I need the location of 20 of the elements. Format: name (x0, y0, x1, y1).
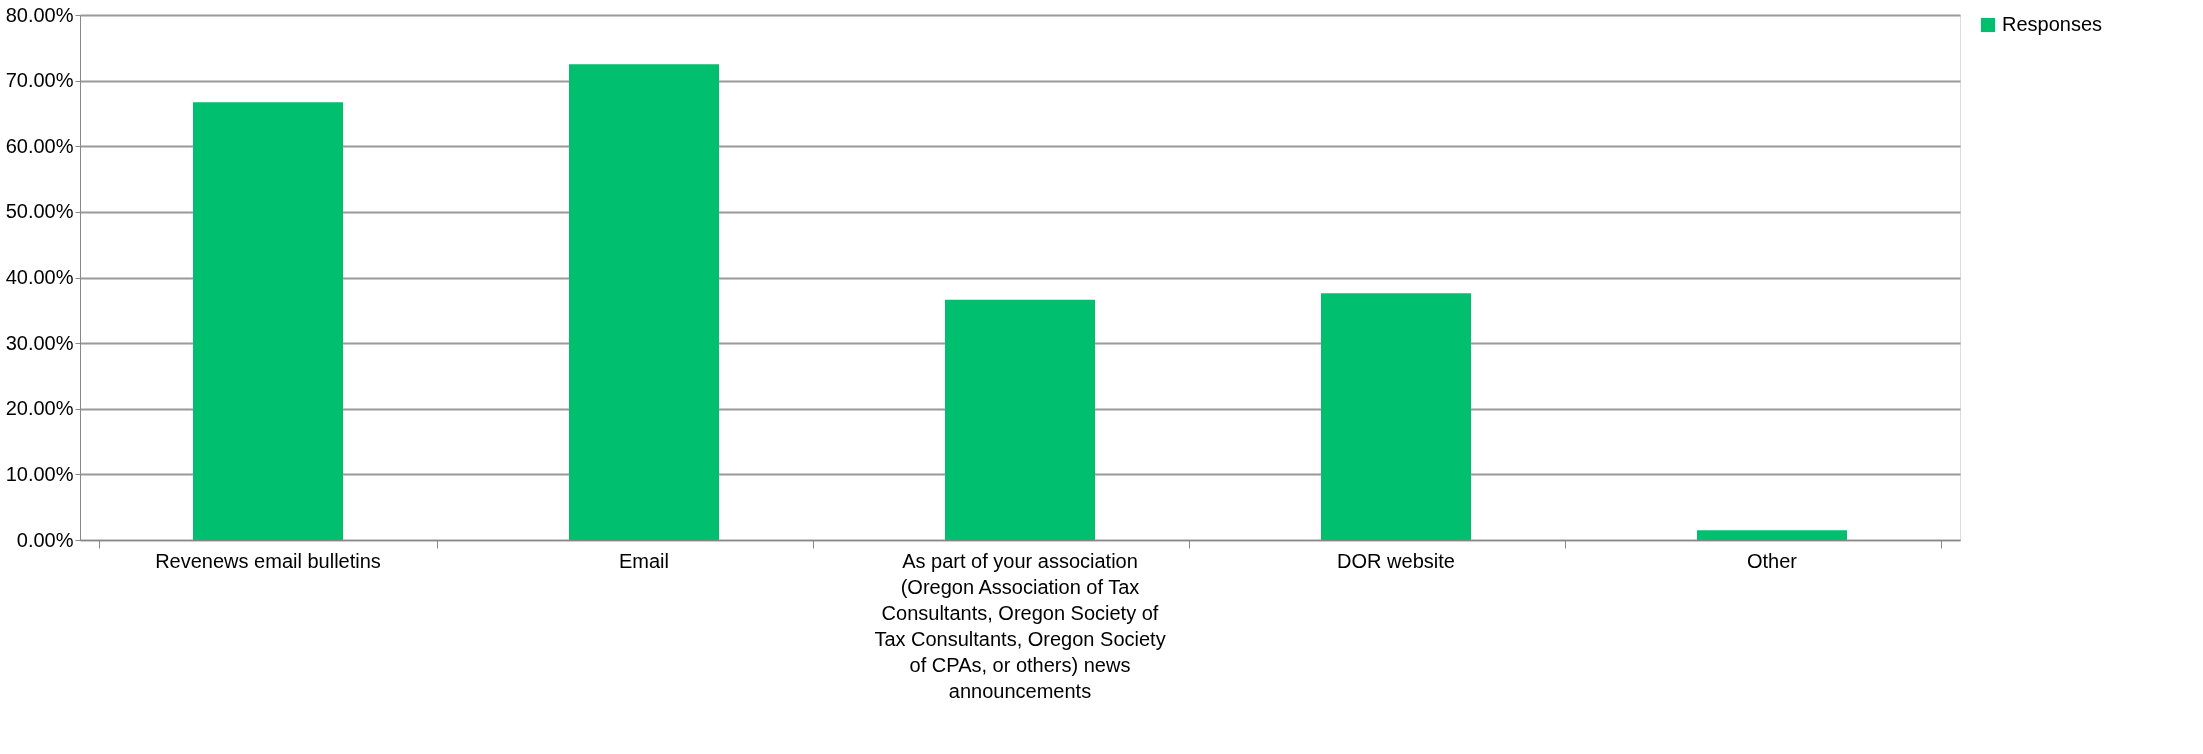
x-tick-label: Other (1746, 550, 1798, 572)
y-tick-label: 10.00% (5, 462, 74, 485)
x-tick-label: Revenews email bulletins (155, 550, 381, 572)
x-tick-label: Email (618, 550, 670, 572)
bar (193, 102, 343, 540)
y-tick-label: 50.00% (5, 200, 74, 223)
x-tick-label: As part of your association (Oregon Association of Tax Consultants, Oregon Society of Tax Consultants, Oregon Society of CPAs, or others) news announcements (874, 550, 1166, 702)
bar (1697, 530, 1847, 540)
legend-label: Responses (2002, 13, 2103, 35)
bar (569, 64, 719, 540)
x-tick-label: DOR website (1337, 550, 1455, 572)
y-tick-label: 20.00% (5, 397, 74, 420)
y-tick-label: 30.00% (5, 331, 74, 354)
bar (945, 299, 1095, 540)
bar (1321, 293, 1471, 540)
y-tick-label: 40.00% (5, 266, 74, 288)
y-tick-label: 80.00% (5, 3, 74, 26)
y-tick-label: 60.00% (5, 134, 74, 157)
y-tick-label: 70.00% (5, 69, 74, 92)
y-tick-label: 0.00% (16, 528, 74, 551)
